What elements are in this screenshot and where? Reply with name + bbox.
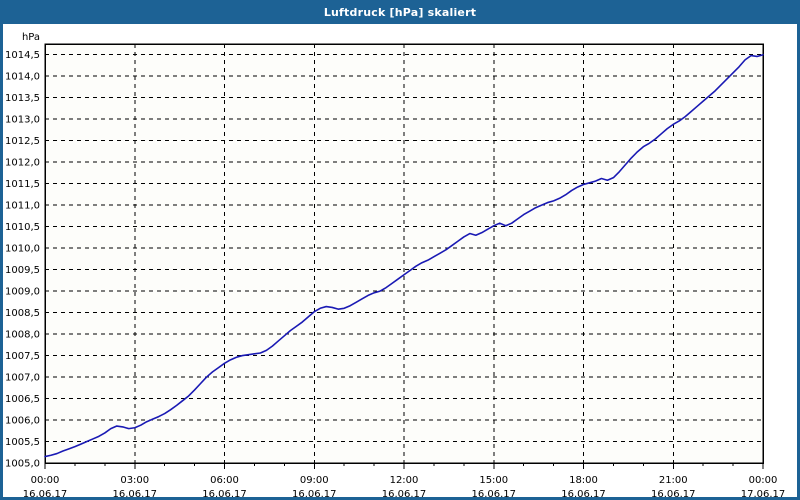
plot-area: 1014,5 1014,0 1013,5 1013,0 1012,5 1012,0 1011… <box>3 27 797 497</box>
x-tick-date-label: 16.06.17 <box>292 489 337 497</box>
pressure-line-chart: 1014,5 1014,0 1013,5 1013,0 1012,5 1012,0 1011… <box>5 32 786 497</box>
x-tick-date-label: 16.06.17 <box>202 489 247 497</box>
x-tick-time-label: 03:00 <box>120 475 149 486</box>
x-tick-date-label: 16.06.17 <box>112 489 157 497</box>
y-tick-label: 1013,5 <box>5 93 40 104</box>
y-tick-label: 1008,5 <box>5 308 40 319</box>
y-tick-label: 1011,5 <box>5 179 40 190</box>
y-tick-label: 1007,0 <box>5 373 40 384</box>
y-tick-label: 1012,0 <box>5 158 40 169</box>
y-tick-label: 1011,0 <box>5 201 40 212</box>
y-tick-label: 1009,5 <box>5 265 40 276</box>
y-tick-label: 1007,5 <box>5 351 40 362</box>
x-tick-time-label: 18:00 <box>569 475 598 486</box>
y-axis-unit: hPa <box>22 32 40 43</box>
y-axis-labels: 1014,5 1014,0 1013,5 1013,0 1012,5 1012,0 1011… <box>5 50 40 469</box>
x-tick-date-label: 16.06.17 <box>23 489 68 497</box>
x-tick-date-label: 17.06.17 <box>741 489 786 497</box>
x-tick-time-label: 00:00 <box>749 475 778 486</box>
grid-layer <box>45 44 763 464</box>
y-axis-unit-label: hPa <box>22 32 40 43</box>
y-tick-label: 1012,5 <box>5 136 40 147</box>
x-tick-date-label: 16.06.17 <box>382 489 427 497</box>
series-layer <box>44 53 764 458</box>
x-tick-time-label: 15:00 <box>479 475 508 486</box>
y-tick-label: 1006,0 <box>5 416 40 427</box>
y-tick-label: 1010,5 <box>5 222 40 233</box>
x-tick-date-label: 16.06.17 <box>651 489 696 497</box>
y-tick-label: 1009,0 <box>5 287 40 298</box>
window-title-bar: Luftdruck [hPa] skaliert <box>3 3 797 24</box>
x-axis-labels: 00:00 16.06.17 03:00 16.06.17 06:00 16.06.17 0… <box>23 475 786 497</box>
y-tick-label: 1010,0 <box>5 244 40 255</box>
y-tick-label: 1014,5 <box>5 50 40 61</box>
page-title: Luftdruck [hPa] skaliert <box>323 5 477 19</box>
x-tick-time-label: 09:00 <box>300 475 329 486</box>
y-tick-label: 1005,0 <box>5 459 40 470</box>
x-tick-time-label: 21:00 <box>659 475 688 486</box>
y-tick-label: 1005,5 <box>5 437 40 448</box>
x-tick-date-label: 16.06.17 <box>561 489 606 497</box>
y-tick-label: 1013,0 <box>5 115 40 126</box>
axis-frame <box>44 43 764 464</box>
y-tick-label: 1014,0 <box>5 72 40 83</box>
x-tick-date-label: 16.06.17 <box>471 489 516 497</box>
y-tick-label: 1006,5 <box>5 394 40 405</box>
x-tick-time-label: 06:00 <box>210 475 239 486</box>
y-tick-label: 1008,0 <box>5 330 40 341</box>
x-tick-time-label: 00:00 <box>31 475 60 486</box>
x-tick-time-label: 12:00 <box>390 475 419 486</box>
data-line <box>44 53 764 458</box>
